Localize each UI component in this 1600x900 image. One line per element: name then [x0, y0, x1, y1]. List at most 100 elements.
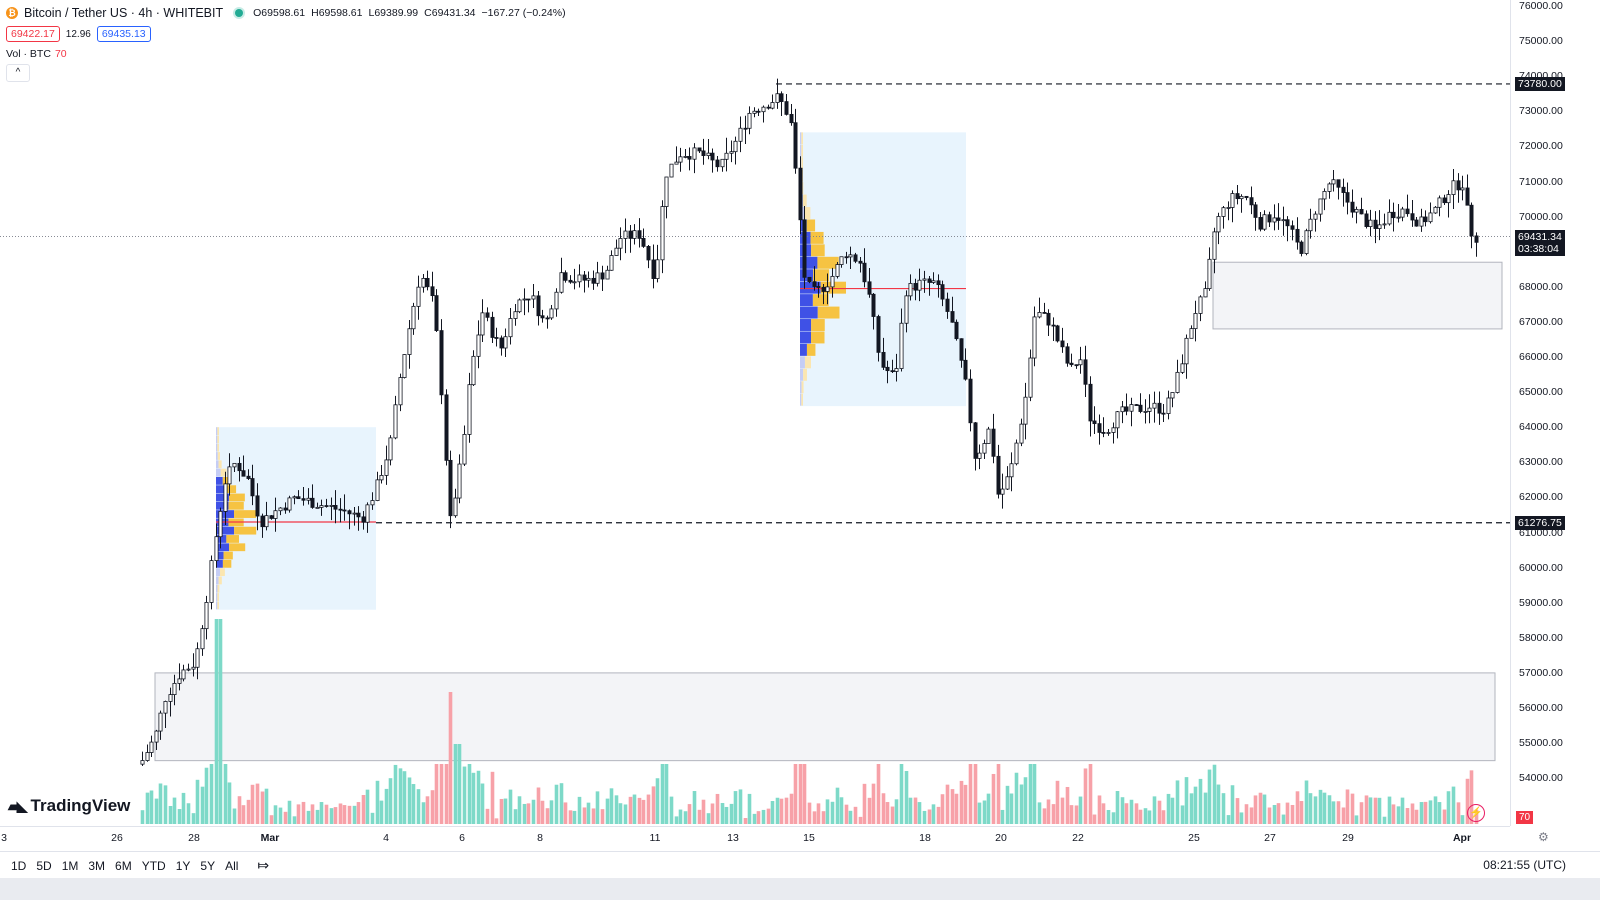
volume-bar-up — [982, 800, 987, 824]
range-button-ytd[interactable]: YTD — [141, 858, 166, 873]
candle-down — [945, 298, 950, 312]
candle-up — [145, 752, 150, 761]
candle-down — [1124, 406, 1129, 412]
volume-bar-up — [678, 809, 683, 824]
volume-bar-down — [237, 796, 242, 824]
volume-bar-down — [338, 803, 343, 824]
buy-price-button[interactable]: 69435.13 — [96, 26, 151, 42]
sell-price-button[interactable]: 69422.17 — [6, 26, 60, 42]
volume-bar-up — [1147, 810, 1152, 824]
volume-bar-down — [310, 804, 315, 824]
candle-down — [991, 428, 996, 457]
chart-pane[interactable]: ₿ Bitcoin / Tether US · 4h · WHITEBIT O6… — [0, 0, 1510, 826]
candle-up — [674, 161, 679, 165]
volume-bar-down — [439, 764, 444, 824]
volume-bar-up — [1322, 792, 1327, 824]
tradingview-logo[interactable]: ▰◣ TradingView — [8, 796, 130, 816]
range-button-1d[interactable]: 1D — [11, 858, 27, 873]
volume-bar-up — [674, 816, 679, 824]
candle-down — [1097, 423, 1102, 433]
chevron-up-icon[interactable]: ^ — [6, 64, 30, 82]
chart-legend: ₿ Bitcoin / Tether US · 4h · WHITEBIT O6… — [6, 4, 566, 82]
volume-bar-down — [241, 805, 246, 824]
volume-bar-up — [1170, 797, 1175, 824]
range-button-all[interactable]: All — [225, 858, 239, 873]
price-tick-label: 57000.00 — [1519, 666, 1563, 679]
candle-up — [181, 669, 186, 680]
range-button-1y[interactable]: 1Y — [175, 858, 191, 873]
gear-icon[interactable]: ⚙ — [1538, 830, 1549, 844]
volume-bar-down — [1359, 802, 1364, 824]
volume-legend[interactable]: Vol · BTC 70 — [6, 48, 566, 60]
candle-down — [499, 337, 504, 349]
profile-2-up-bar — [800, 256, 818, 269]
candle-down — [324, 505, 329, 507]
range-button-6m[interactable]: 6M — [115, 858, 132, 873]
candle-down — [858, 260, 863, 264]
volume-bar-up — [319, 802, 324, 824]
candle-up — [287, 497, 292, 511]
candle-down — [356, 512, 361, 518]
range-button-3m[interactable]: 3M — [88, 858, 106, 873]
volume-bar-down — [600, 809, 605, 824]
price-scale[interactable]: 76000.0075000.0074000.0073000.0072000.00… — [1510, 0, 1600, 826]
price-chart[interactable] — [0, 0, 1510, 826]
candle-down — [954, 321, 959, 340]
volume-bar-up — [232, 808, 237, 824]
volume-bar-up — [273, 805, 278, 824]
price-tick-label: 66000.00 — [1519, 351, 1563, 363]
candle-up — [1143, 410, 1148, 413]
candle-down — [1299, 241, 1304, 254]
volume-bar-down — [950, 789, 955, 824]
calendar-goto-icon[interactable]: ⤇ — [257, 857, 270, 873]
candle-down — [876, 316, 881, 353]
profile-2-down-bar — [803, 368, 807, 381]
volume-bar-up — [453, 744, 458, 824]
volume-bar-down — [701, 799, 706, 824]
candle-up — [411, 305, 416, 330]
candle-down — [793, 122, 798, 169]
candle-up — [273, 510, 278, 519]
candle-down — [237, 462, 242, 472]
high-level-tag: 73780.00 — [1515, 76, 1565, 91]
price-tick-label: 60000.00 — [1519, 561, 1563, 574]
time-tick-label: 8 — [537, 832, 543, 844]
candle-up — [227, 466, 232, 485]
volume-bar-up — [595, 791, 600, 824]
profile-1-up-bar — [216, 435, 218, 444]
volume-bar-down — [563, 802, 568, 824]
candle-down — [697, 147, 702, 152]
volume-bar-up — [287, 800, 292, 824]
candle-up — [329, 505, 334, 507]
time-scale[interactable]: 3 26 28 Mar 4 6 8 11 13 15 18 20 22 25 27 29 Apr — [0, 826, 1510, 851]
candle-up — [158, 712, 163, 732]
candle-down — [283, 507, 288, 511]
candle-down — [940, 284, 945, 300]
candle-up — [1019, 423, 1024, 444]
flash-icon[interactable]: ⚡ — [1467, 804, 1485, 822]
candle-down — [338, 508, 343, 511]
profile-1-down-bar — [228, 493, 245, 502]
volume-bar-up — [1451, 786, 1456, 824]
profile-2-up-bar — [800, 393, 802, 406]
candle-up — [1028, 357, 1033, 398]
range-button-5d[interactable]: 5D — [36, 858, 52, 873]
profile-2-up-bar — [800, 368, 804, 381]
volume-bar-down — [1249, 807, 1254, 824]
range-button-1m[interactable]: 1M — [61, 858, 79, 873]
profile-2-down-bar — [804, 207, 811, 219]
profile-1-down-bar — [217, 584, 220, 593]
utc-clock[interactable]: 08:21:55 (UTC) — [1483, 858, 1566, 872]
candle-down — [1157, 402, 1162, 414]
volume-bar-down — [540, 800, 545, 824]
volume-bar-down — [968, 764, 973, 824]
candle-down — [963, 359, 968, 380]
range-button-5y[interactable]: 5Y — [200, 858, 216, 873]
price-tick-label: 72000.00 — [1519, 140, 1563, 153]
profile-1-up-bar — [216, 501, 229, 510]
profile-1-down-bar — [228, 501, 244, 510]
candle-up — [195, 648, 200, 668]
volume-bar-up — [1203, 792, 1208, 824]
volume-bar-up — [1327, 795, 1332, 824]
symbol-title[interactable]: Bitcoin / Tether US · 4h · WHITEBIT — [24, 6, 224, 20]
